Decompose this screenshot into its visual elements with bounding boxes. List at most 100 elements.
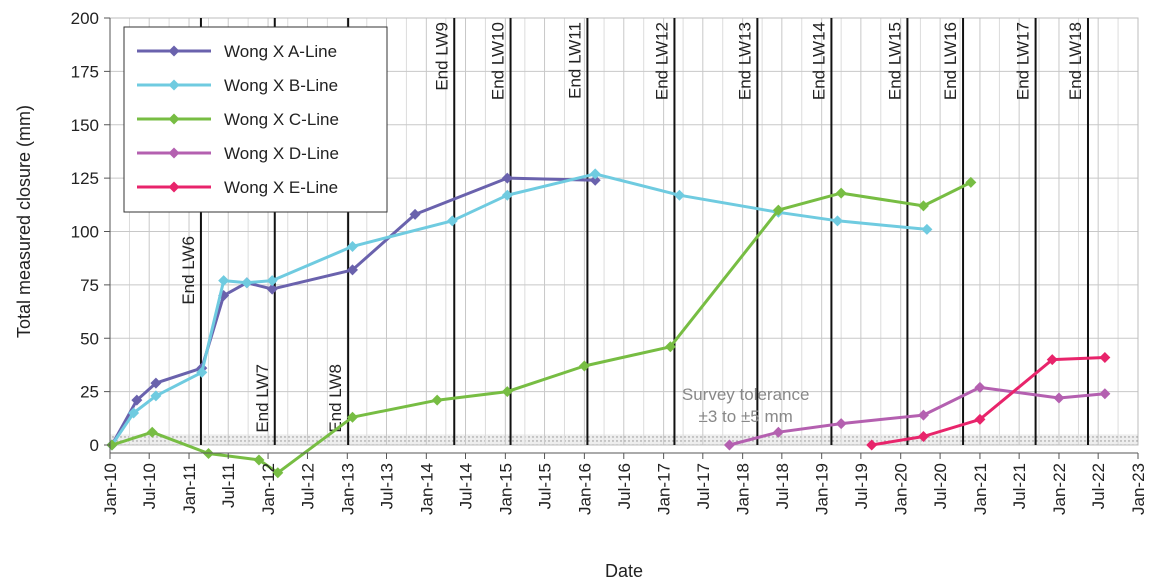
x-tick-label: Jul-19 (852, 463, 871, 509)
event-label: End LW10 (489, 22, 508, 100)
data-point (1053, 392, 1065, 404)
legend-item: Wong X B-Line (137, 76, 338, 95)
legend-label: Wong X E-Line (224, 178, 338, 197)
legend-item: Wong X D-Line (137, 144, 339, 163)
data-point (673, 189, 685, 201)
event-label: End LW6 (179, 236, 198, 305)
series-wong-x-e-line (866, 351, 1111, 451)
data-point (106, 439, 118, 451)
y-tick-label: 200 (71, 9, 99, 28)
x-tick-label: Jan-23 (1129, 463, 1148, 515)
data-point (501, 172, 513, 184)
data-point (218, 275, 230, 287)
x-tick-label: Jan-16 (575, 463, 594, 515)
tolerance-label: Survey tolerance (682, 385, 810, 404)
data-point (1099, 388, 1111, 400)
x-tick-label: Jan-18 (734, 463, 753, 515)
data-point (346, 264, 358, 276)
x-tick-label: Jan-11 (180, 463, 199, 514)
data-point (589, 168, 601, 180)
legend-item: Wong X A-Line (137, 42, 337, 61)
x-tick-label: Jan-13 (338, 463, 357, 515)
data-point (346, 411, 358, 423)
data-point (131, 394, 143, 406)
data-point (831, 215, 843, 227)
data-point (501, 189, 513, 201)
x-tick-label: Jan-12 (259, 463, 278, 515)
data-point (150, 377, 162, 389)
event-label: End LW15 (885, 22, 904, 100)
x-tick-label: Jan-19 (813, 463, 832, 515)
data-point (253, 454, 265, 466)
legend-swatch-marker (168, 181, 180, 193)
data-point (866, 439, 878, 451)
data-point (965, 176, 977, 188)
y-tick-label: 75 (80, 276, 99, 295)
y-tick-label: 175 (71, 62, 99, 81)
tolerance-range-label: ±3 to ±5 mm (699, 407, 793, 426)
data-point (578, 360, 590, 372)
x-tick-label: Jul-17 (694, 463, 713, 509)
data-point (346, 240, 358, 252)
x-tick-label: Jul-22 (1089, 463, 1108, 509)
event-label: End LW14 (809, 22, 828, 100)
series-wong-x-b-line (106, 168, 933, 451)
legend-label: Wong X C-Line (224, 110, 339, 129)
data-point (772, 204, 784, 216)
y-tick-label: 125 (71, 169, 99, 188)
legend-item: Wong X C-Line (137, 110, 339, 129)
x-tick-label: Jul-12 (298, 463, 317, 509)
data-point (501, 386, 513, 398)
legend-item: Wong X E-Line (137, 178, 338, 197)
data-point (241, 277, 253, 289)
x-tick-label: Jan-10 (101, 463, 120, 515)
series-line (110, 172, 928, 446)
data-point (917, 200, 929, 212)
y-tick-label: 100 (71, 223, 99, 242)
data-point (835, 418, 847, 430)
y-axis-title: Total measured closure (mm) (14, 105, 34, 338)
x-tick-label: Jul-11 (219, 463, 238, 508)
data-point (431, 394, 443, 406)
data-point (446, 215, 458, 227)
data-point (974, 413, 986, 425)
x-tick-label: Jul-21 (1010, 463, 1029, 509)
x-tick-label: Jul-13 (377, 463, 396, 509)
y-tick-label: 25 (80, 383, 99, 402)
data-point (150, 390, 162, 402)
data-point (272, 467, 284, 479)
series-wong-x-a-line (106, 172, 601, 451)
x-tick-label: Jan-14 (417, 463, 436, 515)
x-tick-label: Jan-17 (655, 463, 674, 515)
event-label: End LW16 (941, 22, 960, 100)
legend-label: Wong X D-Line (224, 144, 339, 163)
series-wong-x-c-line (106, 176, 977, 479)
data-point (266, 275, 278, 287)
data-point (196, 366, 208, 378)
event-label: End LW12 (652, 22, 671, 100)
data-point (974, 381, 986, 393)
legend-swatch-marker (168, 113, 180, 125)
x-tick-label: Jan-22 (1050, 463, 1069, 515)
event-label: End LW9 (432, 22, 451, 91)
event-label: End LW13 (735, 22, 754, 100)
event-label: End LW11 (565, 22, 584, 99)
event-label: End LW8 (326, 364, 345, 433)
data-point (1099, 351, 1111, 363)
legend-swatch-marker (168, 79, 180, 91)
data-point (723, 439, 735, 451)
y-tick-label: 50 (80, 329, 99, 348)
x-tick-label: Jul-18 (773, 463, 792, 509)
data-point (1046, 354, 1058, 366)
y-tick-label: 0 (90, 436, 99, 455)
series-line (111, 181, 972, 475)
data-point (589, 174, 601, 186)
data-point (917, 409, 929, 421)
x-tick-label: Jan-20 (892, 463, 911, 515)
x-axis-title: Date (605, 561, 643, 581)
data-point (266, 283, 278, 295)
event-label: End LW18 (1066, 22, 1085, 100)
x-tick-label: Jul-10 (140, 463, 159, 509)
x-tick-label: Jan-15 (496, 463, 515, 515)
